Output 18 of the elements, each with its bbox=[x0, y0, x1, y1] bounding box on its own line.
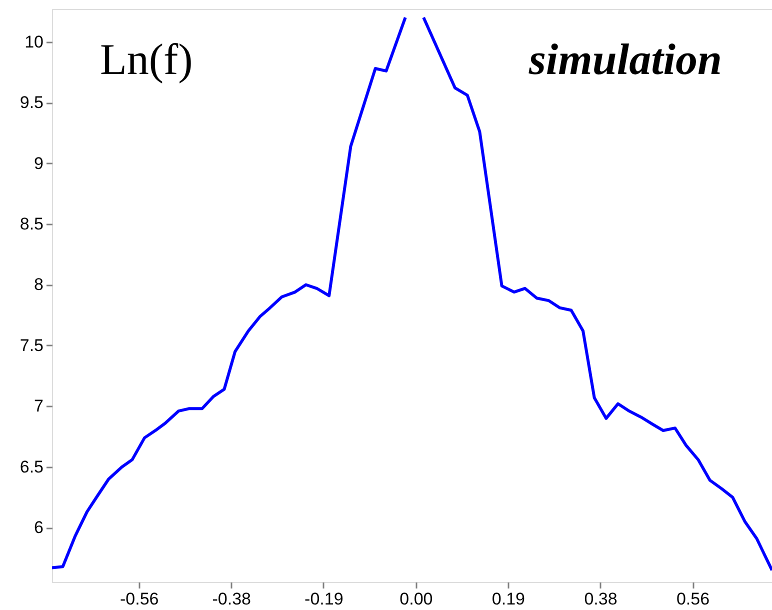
y-tick-label: 9.5 bbox=[20, 93, 44, 112]
y-tick-label: 8 bbox=[34, 275, 44, 294]
x-tick-label: -0.56 bbox=[120, 590, 159, 608]
x-tick-label: 0.19 bbox=[492, 590, 526, 608]
annotation: Ln(f) bbox=[100, 35, 193, 84]
x-tick-label: 0.56 bbox=[676, 590, 710, 608]
y-tick-label: 9 bbox=[34, 154, 44, 173]
x-tick-label: 0.38 bbox=[584, 590, 618, 608]
y-tick-label: 6.5 bbox=[20, 457, 44, 476]
x-tick-label: 0.00 bbox=[400, 590, 433, 608]
y-tick-label: 6 bbox=[34, 518, 44, 538]
y-tick-label: 7.5 bbox=[20, 336, 44, 355]
annotation: simulation bbox=[528, 35, 722, 84]
y-tick-label: 7 bbox=[34, 396, 44, 416]
x-tick-label: -0.19 bbox=[304, 590, 344, 608]
y-tick-label: 8.5 bbox=[20, 214, 44, 234]
x-tick-label: -0.38 bbox=[212, 590, 252, 608]
y-tick-label: 10 bbox=[24, 32, 44, 52]
